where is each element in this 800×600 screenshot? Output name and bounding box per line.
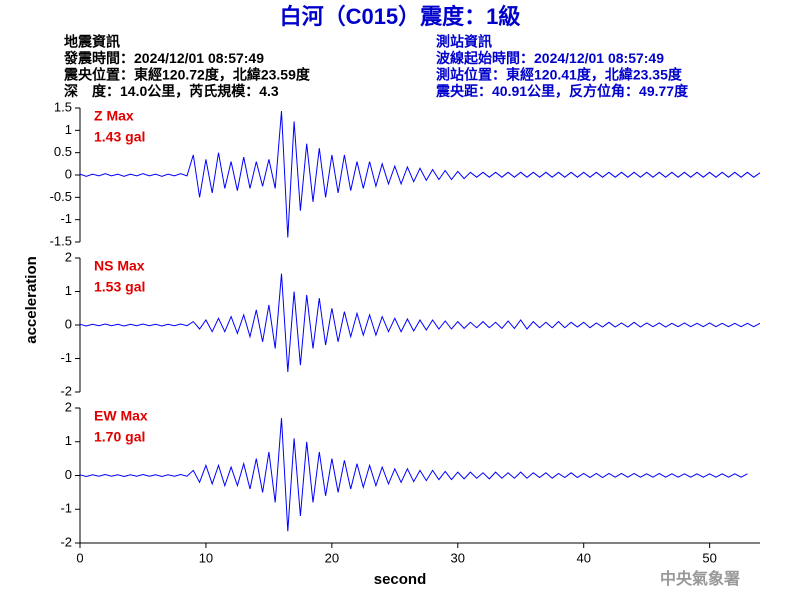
y-tick-label: -1 [60,350,72,365]
x-tick-label: 10 [199,550,213,565]
waveform [79,418,748,532]
panel-max: 1.70 gal [94,429,145,445]
y-tick-label: 2 [65,399,72,414]
x-tick-label: 50 [702,550,716,565]
y-tick-label: -2 [60,534,72,549]
y-tick-label: -1 [60,501,72,516]
panel-max: 1.43 gal [94,129,145,145]
y-tick-label: 0 [65,467,72,482]
info-left-line: 深 度：14.0公里，芮氏規模：4.3 [64,83,279,99]
y-tick-label: 1 [65,122,72,137]
info-left-line: 發震時間：2024/12/01 08:57:49 [63,50,264,66]
y-tick-label: -0.5 [50,189,72,204]
x-tick-label: 40 [576,550,590,565]
x-axis-label: second [374,571,427,588]
y-tick-label: -1.5 [50,233,72,248]
y-tick-label: 2 [65,249,72,264]
x-tick-label: 0 [76,550,83,565]
info-right-line: 測站資訊 [436,34,492,50]
panel-name: Z Max [94,108,134,124]
panel-max: 1.53 gal [94,279,145,295]
credit: 中央氣象署 [660,569,740,588]
y-tick-label: -2 [60,383,72,398]
info-left-line: 震央位置：東經120.72度，北緯23.59度 [63,67,311,83]
chart-title: 白河（C015）震度：1級 [280,4,521,29]
info-right-line: 波線起始時間：2024/12/01 08:57:49 [436,50,664,66]
waveform [79,111,761,238]
panel-name: EW Max [94,408,148,424]
x-tick-label: 20 [325,550,339,565]
y-tick-label: 0.5 [54,144,72,159]
waveform [79,273,761,372]
panel-name: NS Max [94,258,145,274]
y-tick-label: 0 [65,316,72,331]
y-axis-label: acceleration [23,256,40,344]
info-right-line: 測站位置：東經120.41度，北緯23.35度 [436,67,683,83]
info-right-line: 震央距：40.91公里，反方位角：49.77度 [435,83,689,99]
y-tick-label: -1 [60,211,72,226]
x-tick-label: 30 [451,550,465,565]
y-tick-label: 1 [65,433,72,448]
y-tick-label: 1 [65,283,72,298]
info-left-line: 地震資訊 [64,34,120,50]
y-tick-label: 0 [65,166,72,181]
y-tick-label: 1.5 [54,99,72,114]
